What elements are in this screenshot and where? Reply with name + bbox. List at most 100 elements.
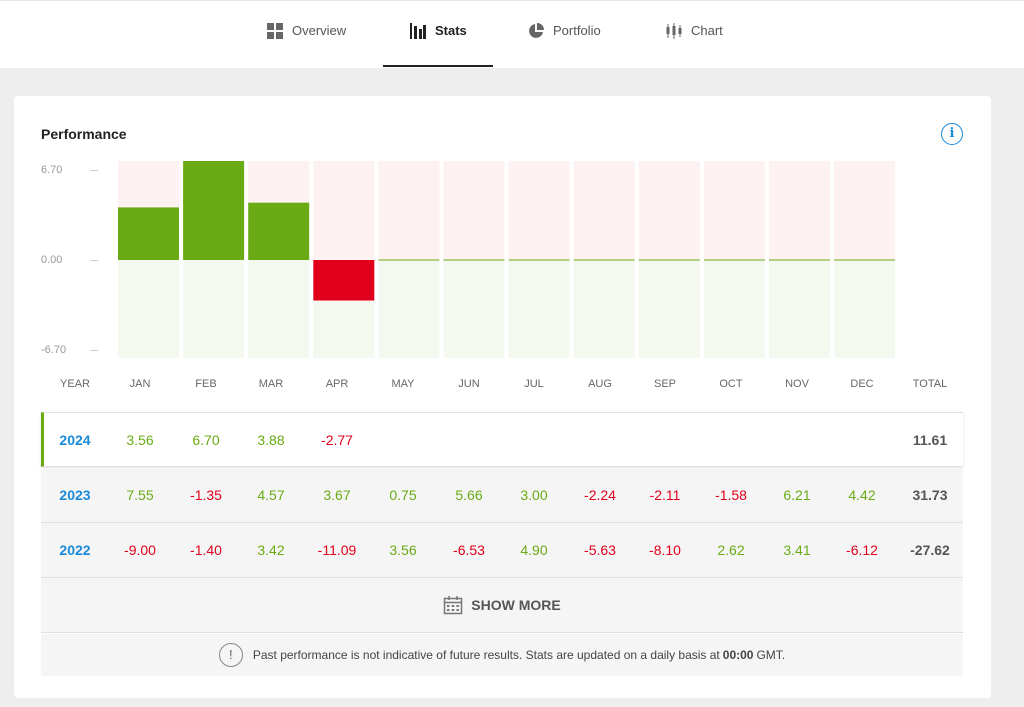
bar-background-lower	[834, 260, 896, 358]
bar-feb[interactable]	[183, 161, 245, 260]
month-value: 6.21	[783, 487, 811, 503]
bar-jan[interactable]	[118, 207, 179, 260]
header-apr: APR	[325, 378, 349, 390]
exclamation-icon: !	[218, 643, 243, 667]
month-value: 5.66	[455, 487, 483, 503]
y-tick-bottom: -6.70	[41, 344, 67, 356]
y-tick-top: 6.70	[41, 164, 63, 176]
tab-overview[interactable]: Overview	[267, 23, 346, 69]
header-total: TOTAL	[912, 378, 948, 390]
header-may: MAY	[391, 378, 415, 390]
bar-background-upper	[378, 161, 440, 260]
month-value: 4.90	[520, 542, 548, 558]
month-value: -9.00	[124, 542, 156, 558]
bar-background-lower	[378, 260, 440, 358]
month-value: 0.75	[389, 487, 417, 503]
bar-background-lower	[508, 260, 570, 358]
month-value: -1.58	[715, 487, 747, 503]
header-aug: AUG	[588, 378, 612, 390]
performance-bar-chart	[118, 161, 896, 358]
bar-mar[interactable]	[248, 202, 310, 260]
year-total: -27.62	[910, 542, 950, 558]
bar-background-lower	[769, 260, 830, 358]
bar-background-lower	[443, 260, 505, 358]
month-value: 3.88	[257, 432, 285, 448]
y-tick-zero: 0.00	[41, 254, 63, 266]
header-dec: DEC	[850, 378, 874, 390]
header-feb: FEB	[195, 378, 217, 390]
table-row[interactable]: 2022 -9.00 -1.40 3.42 -11.09 3.56 -6.53 4.90 -5.…	[41, 523, 963, 578]
month-value: -11.09	[317, 542, 357, 558]
bar-background-upper	[703, 161, 765, 260]
month-value: -1.40	[190, 542, 222, 558]
month-value	[373, 413, 433, 468]
y-tick-mark-top	[90, 170, 98, 171]
bar-jun[interactable]	[443, 259, 505, 261]
year-total: 31.73	[912, 487, 948, 503]
disclaimer-text: Past performance is not indicative of fu…	[252, 648, 720, 662]
header-oct: OCT	[719, 378, 743, 390]
candlestick-icon	[666, 23, 682, 39]
show-more-label: SHOW MORE	[471, 597, 561, 613]
month-value: -6.53	[453, 542, 485, 558]
performance-title: Performance	[41, 126, 127, 142]
tab-stats[interactable]: Stats	[410, 23, 467, 69]
month-value: 3.56	[126, 432, 154, 448]
month-value: -6.12	[846, 542, 878, 558]
table-row[interactable]: 2024 3.56 6.70 3.88 -2.77 11.61	[41, 412, 963, 467]
bar-apr[interactable]	[313, 260, 375, 301]
bar-background-lower	[118, 260, 179, 358]
bar-dec[interactable]	[834, 259, 896, 261]
bar-background-lower	[703, 260, 765, 358]
tab-portfolio-label: Portfolio	[553, 23, 601, 38]
month-value: 3.00	[520, 487, 548, 503]
month-value: -1.35	[190, 487, 222, 503]
tab-chart-label: Chart	[691, 23, 723, 38]
month-value: -5.63	[584, 542, 616, 558]
table-row[interactable]: 2023 7.55 -1.35 4.57 3.67 0.75 5.66 3.00 -2.24 -2…	[41, 468, 963, 523]
tab-portfolio[interactable]: Portfolio	[528, 23, 601, 69]
show-more-button[interactable]: SHOW MORE	[41, 578, 963, 633]
month-value: 4.57	[257, 487, 285, 503]
month-value: -8.10	[649, 542, 681, 558]
bar-background-upper	[638, 161, 700, 260]
overview-grid-icon	[267, 23, 283, 39]
month-value: 3.42	[257, 542, 285, 558]
year-link[interactable]: 2023	[59, 487, 91, 503]
month-value	[570, 413, 630, 468]
month-value: 2.62	[717, 542, 745, 558]
month-value	[635, 413, 695, 468]
month-value	[767, 413, 827, 468]
bar-background-upper	[834, 161, 896, 260]
top-tab-bar: Overview Stats Portfolio Chart	[0, 0, 1024, 68]
tab-overview-label: Overview	[292, 23, 347, 38]
month-value	[439, 413, 499, 468]
header-year: YEAR	[60, 378, 90, 390]
bar-sep[interactable]	[638, 259, 700, 261]
bar-oct[interactable]	[703, 259, 765, 261]
month-value: 7.55	[126, 487, 154, 503]
info-icon[interactable]: i	[941, 123, 963, 145]
bar-background-lower	[573, 260, 635, 358]
bar-background-upper	[508, 161, 570, 260]
tab-chart[interactable]: Chart	[666, 23, 723, 69]
disclaimer-bar: ! Past performance is not indicative of …	[41, 634, 963, 676]
header-nov: NOV	[785, 378, 809, 390]
bar-may[interactable]	[378, 259, 440, 261]
stats-bars-icon	[410, 23, 426, 39]
header-jun: JUN	[458, 378, 480, 390]
bar-nov[interactable]	[769, 259, 830, 261]
month-value: -2.11	[649, 487, 681, 503]
month-value: 3.67	[323, 487, 351, 503]
y-tick-mark-bottom	[90, 350, 98, 351]
bar-background-upper	[313, 161, 375, 260]
bar-jul[interactable]	[508, 259, 570, 261]
year-total: 11.61	[912, 432, 948, 448]
month-value: 3.56	[389, 542, 417, 558]
bar-aug[interactable]	[573, 259, 635, 261]
year-link[interactable]: 2022	[59, 542, 91, 558]
header-mar: MAR	[258, 378, 284, 390]
header-sep: SEP	[653, 378, 676, 390]
month-value	[832, 413, 892, 468]
year-link[interactable]: 2024	[59, 432, 91, 448]
